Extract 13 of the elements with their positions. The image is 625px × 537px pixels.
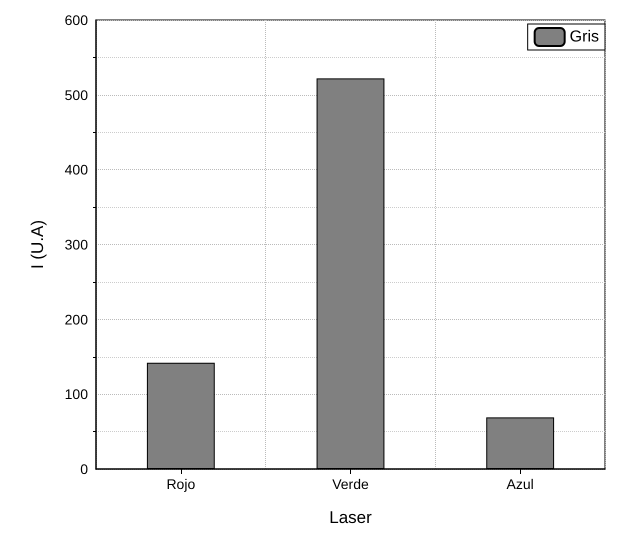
x-axis-title: Laser (329, 508, 372, 527)
y-tick-label: 300 (64, 236, 88, 252)
x-tick-label: Verde (332, 476, 370, 492)
y-tick-label: 400 (64, 162, 88, 178)
y-tick-label: 500 (64, 86, 88, 103)
y-tick-label: 200 (64, 311, 88, 328)
y-axis-title: I (U.A) (28, 220, 47, 270)
x-tick-label: Rojo (166, 476, 196, 492)
y-tick-label: 0 (80, 461, 88, 477)
y-tick-label: 100 (64, 386, 88, 402)
legend-label: Gris (570, 28, 599, 46)
x-tick-label: Azul (506, 476, 534, 492)
y-tick-label: 600 (64, 12, 88, 28)
